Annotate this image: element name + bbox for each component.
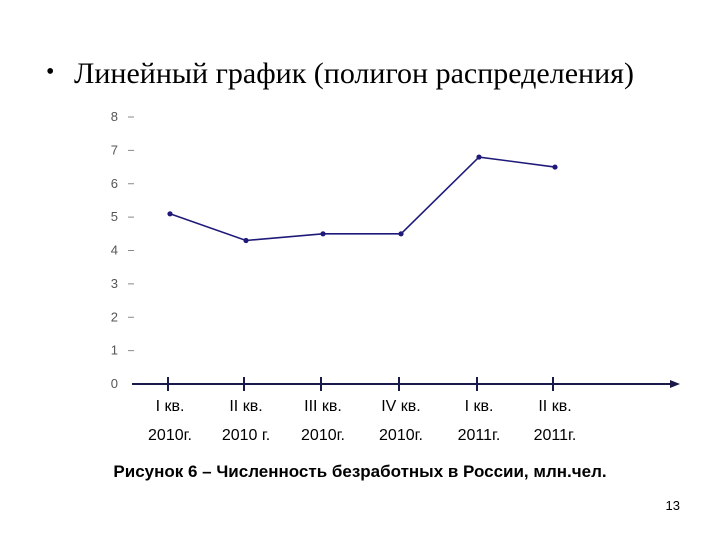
data-point [552, 164, 558, 170]
x-tick-label: 2010г. [148, 427, 192, 444]
x-tick-label: I кв. [465, 398, 494, 415]
x-tick-label: II кв. [538, 398, 571, 415]
y-tick-label: 0 [111, 376, 118, 391]
y-tick-label: 6 [111, 176, 118, 191]
page-number: 13 [665, 498, 680, 513]
data-point [476, 154, 482, 160]
figure-caption: Рисунок 6 – Численность безработных в Ро… [113, 462, 607, 481]
x-tick-label: III кв. [304, 398, 342, 415]
y-axis: 0 1 2 3 4 5 6 7 8 [111, 109, 134, 391]
y-tick-label: 2 [111, 309, 118, 324]
data-point [167, 211, 173, 217]
x-axis-arrow-icon [670, 380, 680, 388]
y-tick-label: 7 [111, 142, 118, 157]
x-tick-label: 2011г. [534, 427, 577, 444]
x-tick-label: IV кв. [381, 398, 421, 415]
y-tick-label: 4 [111, 243, 118, 258]
data-point [320, 231, 326, 237]
x-tick-label: II кв. [229, 398, 262, 415]
series-layer [167, 154, 558, 244]
data-point [398, 231, 404, 237]
y-tick-label: 3 [111, 276, 118, 291]
x-tick-label: I кв. [156, 398, 185, 415]
x-tick-label: 2010 г. [222, 427, 270, 444]
x-tick-label: 2011г. [458, 427, 501, 444]
y-tick-label: 8 [111, 109, 118, 124]
data-point [243, 237, 249, 244]
series-line [169, 156, 556, 242]
x-tick-label: 2010г. [301, 427, 345, 444]
y-tick-label: 5 [111, 209, 118, 224]
bullet-icon: • [46, 59, 55, 85]
y-tick-label: 1 [111, 343, 118, 358]
x-tick-label: 2010г. [379, 427, 423, 444]
heading-text: Линейный график (полигон распределения) [74, 57, 634, 90]
x-axis: I кв. 2010г. II кв. 2010 г. III кв. 2010г. IV … [132, 377, 680, 444]
